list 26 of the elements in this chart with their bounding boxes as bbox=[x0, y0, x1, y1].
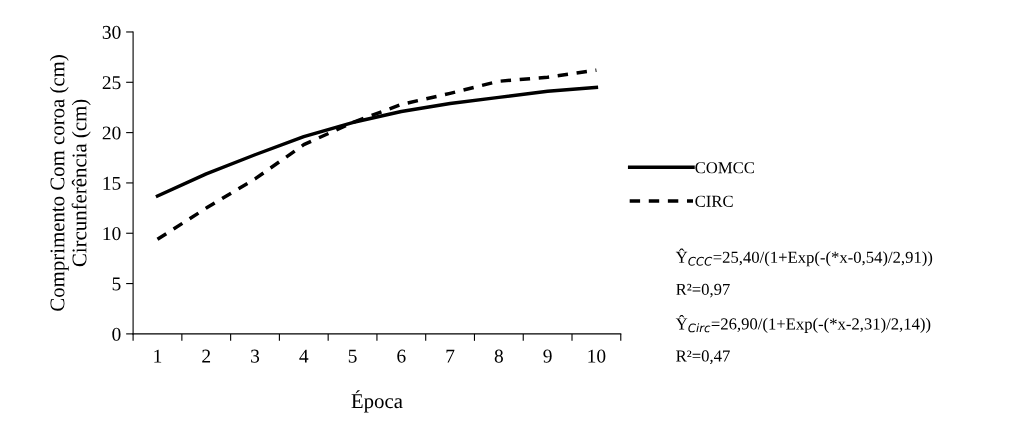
x-tick-label: 5 bbox=[348, 349, 357, 363]
legend-label: CIRC bbox=[695, 195, 733, 207]
x-tick-label: 7 bbox=[446, 349, 455, 363]
x-axis-title: Época bbox=[351, 390, 403, 413]
x-tick-label: 4 bbox=[299, 349, 309, 363]
y-tick-label: 25 bbox=[102, 76, 121, 90]
x-tick-label: 3 bbox=[251, 349, 260, 363]
x-tick-label: 1 bbox=[154, 349, 162, 363]
x-tick-label: 2 bbox=[202, 349, 211, 363]
x-tick-label: 9 bbox=[543, 349, 552, 363]
y-tick-label: 30 bbox=[102, 25, 121, 39]
y-tick-label: 10 bbox=[103, 227, 121, 241]
x-tick-label: 6 bbox=[397, 349, 406, 363]
text: R²=0,97 bbox=[676, 283, 730, 298]
y-tick-label: 5 bbox=[112, 277, 121, 291]
y-tick-label: 20 bbox=[102, 126, 121, 140]
y-axis-title: Comprimento Com coroa (cm) Circunferência (cm) bbox=[49, 55, 91, 311]
y-tick-label: 0 bbox=[112, 327, 121, 341]
text: Ŷ$_{CCC}$=25,40/(1+Exp(-(*x-0,54)/2,91)) bbox=[675, 248, 933, 267]
x-tick-label: 10 bbox=[588, 349, 606, 363]
x-tick-label: 8 bbox=[494, 349, 503, 363]
legend-label: COMCC bbox=[695, 162, 754, 174]
text: R²=0,47 bbox=[676, 350, 730, 364]
y-tick-label: 15 bbox=[103, 176, 121, 190]
text: Ŷ$_{Circ}$=26,90/(1+Exp(-(*x-2,31)/2,14)) bbox=[675, 315, 931, 333]
line-series bbox=[155, 68, 599, 242]
